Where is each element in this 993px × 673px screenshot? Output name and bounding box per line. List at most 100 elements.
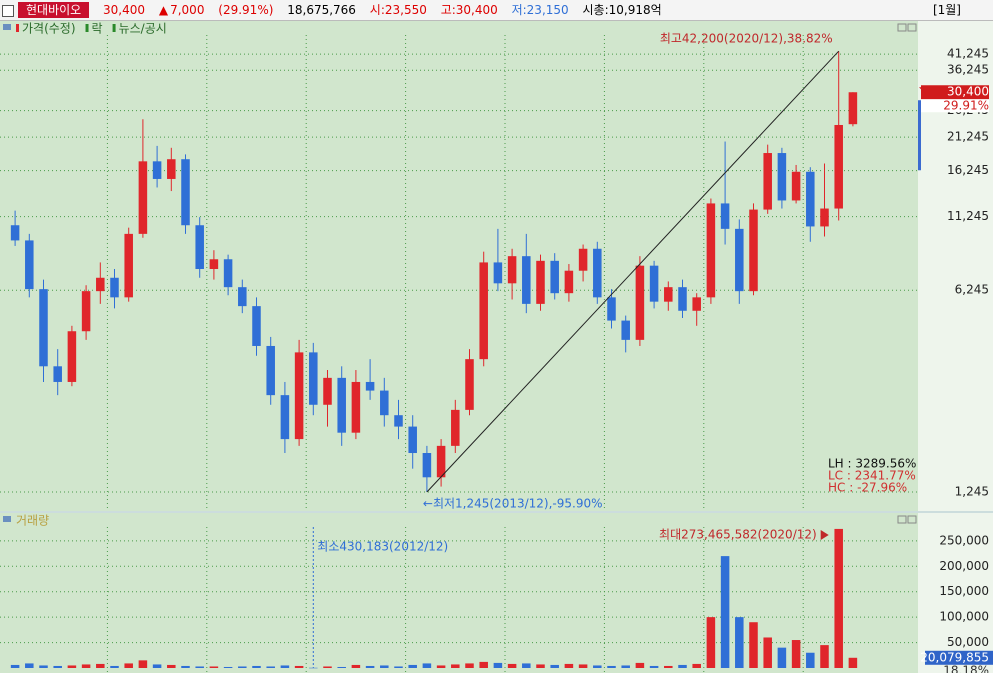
volume-bar xyxy=(649,665,659,668)
candle-body xyxy=(294,352,304,440)
candle-body xyxy=(337,377,346,433)
open: 시:23,550 xyxy=(369,3,427,17)
volume-bar xyxy=(507,663,517,668)
candle-body xyxy=(692,297,701,311)
volume-bar xyxy=(195,666,204,668)
candle-body xyxy=(507,256,517,284)
candle-body xyxy=(635,265,645,340)
volume-bar xyxy=(238,666,247,668)
stock-name[interactable]: 현대바이오 xyxy=(18,2,90,18)
candle-body xyxy=(110,277,119,298)
y-tick-label: 100,000 xyxy=(939,610,989,624)
candle-body xyxy=(664,287,673,302)
period[interactable]: [1월] xyxy=(932,3,961,17)
max-note: 최대273,465,582(2020/12) xyxy=(659,528,817,542)
y-tick-label: 36,245 xyxy=(947,63,989,77)
panel-button[interactable] xyxy=(897,23,907,32)
candle-body xyxy=(550,260,559,294)
volume-bar xyxy=(67,665,77,668)
y-tick-label: 1,245 xyxy=(955,484,989,498)
volume-bar xyxy=(621,665,630,668)
candle-body xyxy=(678,287,687,311)
panel-button[interactable] xyxy=(907,23,917,32)
candle-body xyxy=(493,262,503,284)
high: 고:30,400 xyxy=(440,3,498,17)
volume-bar xyxy=(394,666,403,668)
volume-bar xyxy=(209,666,219,668)
legend-swatch xyxy=(16,24,19,32)
candle-body xyxy=(706,203,716,298)
candle-body xyxy=(252,306,261,346)
candle-body xyxy=(465,359,474,410)
volume-bar xyxy=(266,666,275,668)
candle-body xyxy=(848,92,858,125)
candle-body xyxy=(536,260,545,304)
y-tick-label: 50,000 xyxy=(947,635,989,649)
candle-body xyxy=(81,291,91,332)
volume-bar xyxy=(777,647,787,668)
market-cap: 시총:10,918억 xyxy=(582,3,662,17)
candle-body xyxy=(167,159,176,179)
y-tick-label: 21,245 xyxy=(947,130,989,144)
volume-bar xyxy=(422,663,432,668)
panel-button[interactable] xyxy=(907,515,917,524)
y-tick-label: 150,000 xyxy=(939,584,989,598)
stat: LC : 2341.77% xyxy=(828,469,916,483)
volume-bar xyxy=(678,664,687,668)
volume-bar xyxy=(578,664,588,668)
min-note: 최소430,183(2012/12) xyxy=(317,540,448,554)
candle-body xyxy=(763,153,772,210)
header: 현대바이오 30,400 ▲ 7,000 (29.91%) 18,675,766 … xyxy=(0,0,993,21)
panel-icon[interactable] xyxy=(3,516,11,522)
up-arrow: ▲ xyxy=(158,3,169,17)
candle-body xyxy=(820,208,829,227)
candle-body xyxy=(578,248,588,271)
stat: LH : 3289.56% xyxy=(828,457,916,471)
candle-body xyxy=(791,171,801,201)
volume-bar xyxy=(81,664,91,668)
volume-title: 거래량 xyxy=(16,514,49,528)
volume-bar xyxy=(465,663,474,668)
legend-swatch xyxy=(112,24,116,32)
volume-bar xyxy=(436,665,446,668)
volume: 18,675,766 xyxy=(287,3,356,17)
candle-body xyxy=(351,381,361,433)
low-note: ←최저1,245(2013/12),-95.90% xyxy=(423,496,603,510)
candle-body xyxy=(649,265,659,302)
stat: HC : -27.96% xyxy=(828,481,907,495)
volume-bar xyxy=(735,617,744,668)
last-pct: 29.91% xyxy=(943,99,989,113)
candle-body xyxy=(223,259,233,288)
volume-bar xyxy=(550,664,559,668)
candle-body xyxy=(607,297,616,321)
legend-entry: 가격(수정) xyxy=(22,22,76,36)
volume-bar xyxy=(138,660,148,668)
volume-bar xyxy=(593,665,602,668)
legend-entry: 락 xyxy=(92,22,103,36)
candle-body xyxy=(209,259,219,270)
candle-body xyxy=(280,395,290,440)
panel-button[interactable] xyxy=(897,515,907,524)
volume-bar xyxy=(337,666,346,668)
last-pct-box xyxy=(921,99,989,113)
candle-body xyxy=(451,409,460,446)
volume-bar xyxy=(309,667,318,669)
candle-body xyxy=(53,366,62,382)
volume-bar xyxy=(806,652,815,668)
legend-swatch xyxy=(85,24,89,32)
y-tick-label: 250,000 xyxy=(939,533,989,547)
panel-icon[interactable] xyxy=(3,24,11,30)
candle-body xyxy=(380,390,389,416)
candle-body xyxy=(720,203,730,229)
high-note: 최고42,200(2020/12),38.82% xyxy=(660,32,833,46)
price: 30,400 xyxy=(103,3,146,17)
last-volume: 20,079,855 xyxy=(920,650,989,664)
checkbox[interactable] xyxy=(2,4,14,17)
volume-bar xyxy=(848,657,858,668)
y-tick-label: 16,245 xyxy=(947,163,989,177)
candle-body xyxy=(564,270,574,294)
volume-bar xyxy=(749,622,758,668)
candle-body xyxy=(181,159,190,226)
candle-body xyxy=(408,426,417,454)
